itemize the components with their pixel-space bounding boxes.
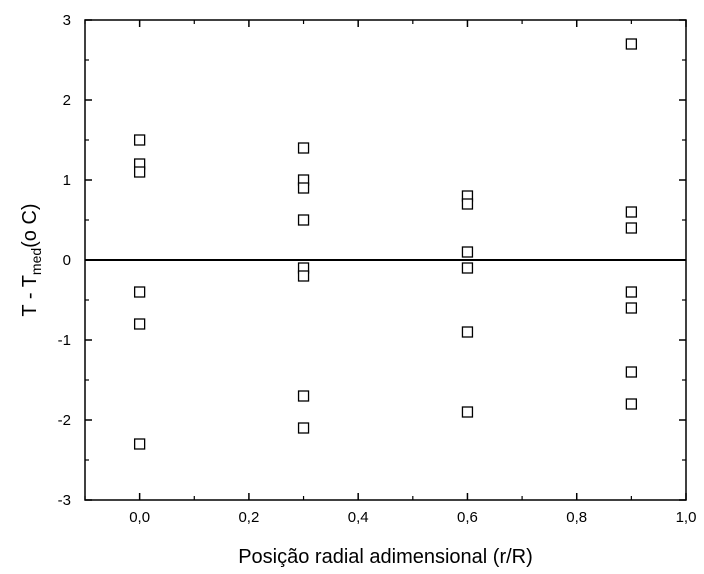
x-tick-label: 0,0: [129, 509, 150, 526]
y-tick-label: -1: [58, 332, 71, 349]
x-tick-label: 1,0: [676, 509, 697, 526]
y-tick-label: 3: [63, 12, 71, 29]
data-point: [461, 406, 474, 418]
data-point: [461, 262, 474, 274]
y-axis-title-prefix: T - T: [19, 275, 41, 316]
data-point: [461, 326, 474, 338]
y-tick-label: -2: [58, 412, 71, 429]
data-point: [625, 206, 638, 218]
x-tick-labels: 0,0 0,2 0,4 0,6 0,8 1,0: [129, 509, 696, 526]
data-point: [297, 390, 310, 402]
data-point: [625, 366, 638, 378]
y-axis-title-subscript: med: [28, 248, 44, 275]
data-point: [625, 286, 638, 298]
x-tick-label: 0,2: [238, 509, 259, 526]
data-point: [297, 182, 310, 194]
data-point: [461, 246, 474, 258]
data-point: [297, 270, 310, 282]
y-tick-labels: -3 -2 -1 0 1 2 3: [58, 12, 71, 509]
data-point: [133, 438, 146, 450]
x-tick-label: 0,6: [457, 509, 478, 526]
y-axis-title: T - Tmed(o C): [19, 203, 44, 316]
data-point: [625, 222, 638, 234]
x-axis-title: Posição radial adimensional (r/R): [238, 546, 533, 568]
data-point: [133, 134, 146, 146]
y-axis-title-suffix: (o C): [19, 203, 41, 247]
data-point: [133, 166, 146, 178]
data-point: [297, 142, 310, 154]
data-point: [625, 38, 638, 50]
axis-ticks: [84, 19, 687, 501]
data-point: [625, 302, 638, 314]
y-tick-label: 2: [63, 92, 71, 109]
data-point: [297, 214, 310, 226]
data-points: [133, 38, 638, 450]
data-point: [297, 422, 310, 434]
data-point: [133, 318, 146, 330]
data-point: [461, 198, 474, 210]
x-tick-label: 0,4: [348, 509, 369, 526]
y-tick-label: -3: [58, 492, 71, 509]
y-tick-label: 1: [63, 172, 71, 189]
data-point: [133, 286, 146, 298]
x-tick-label: 0,8: [566, 509, 587, 526]
y-tick-label: 0: [63, 252, 71, 269]
data-point: [625, 398, 638, 410]
